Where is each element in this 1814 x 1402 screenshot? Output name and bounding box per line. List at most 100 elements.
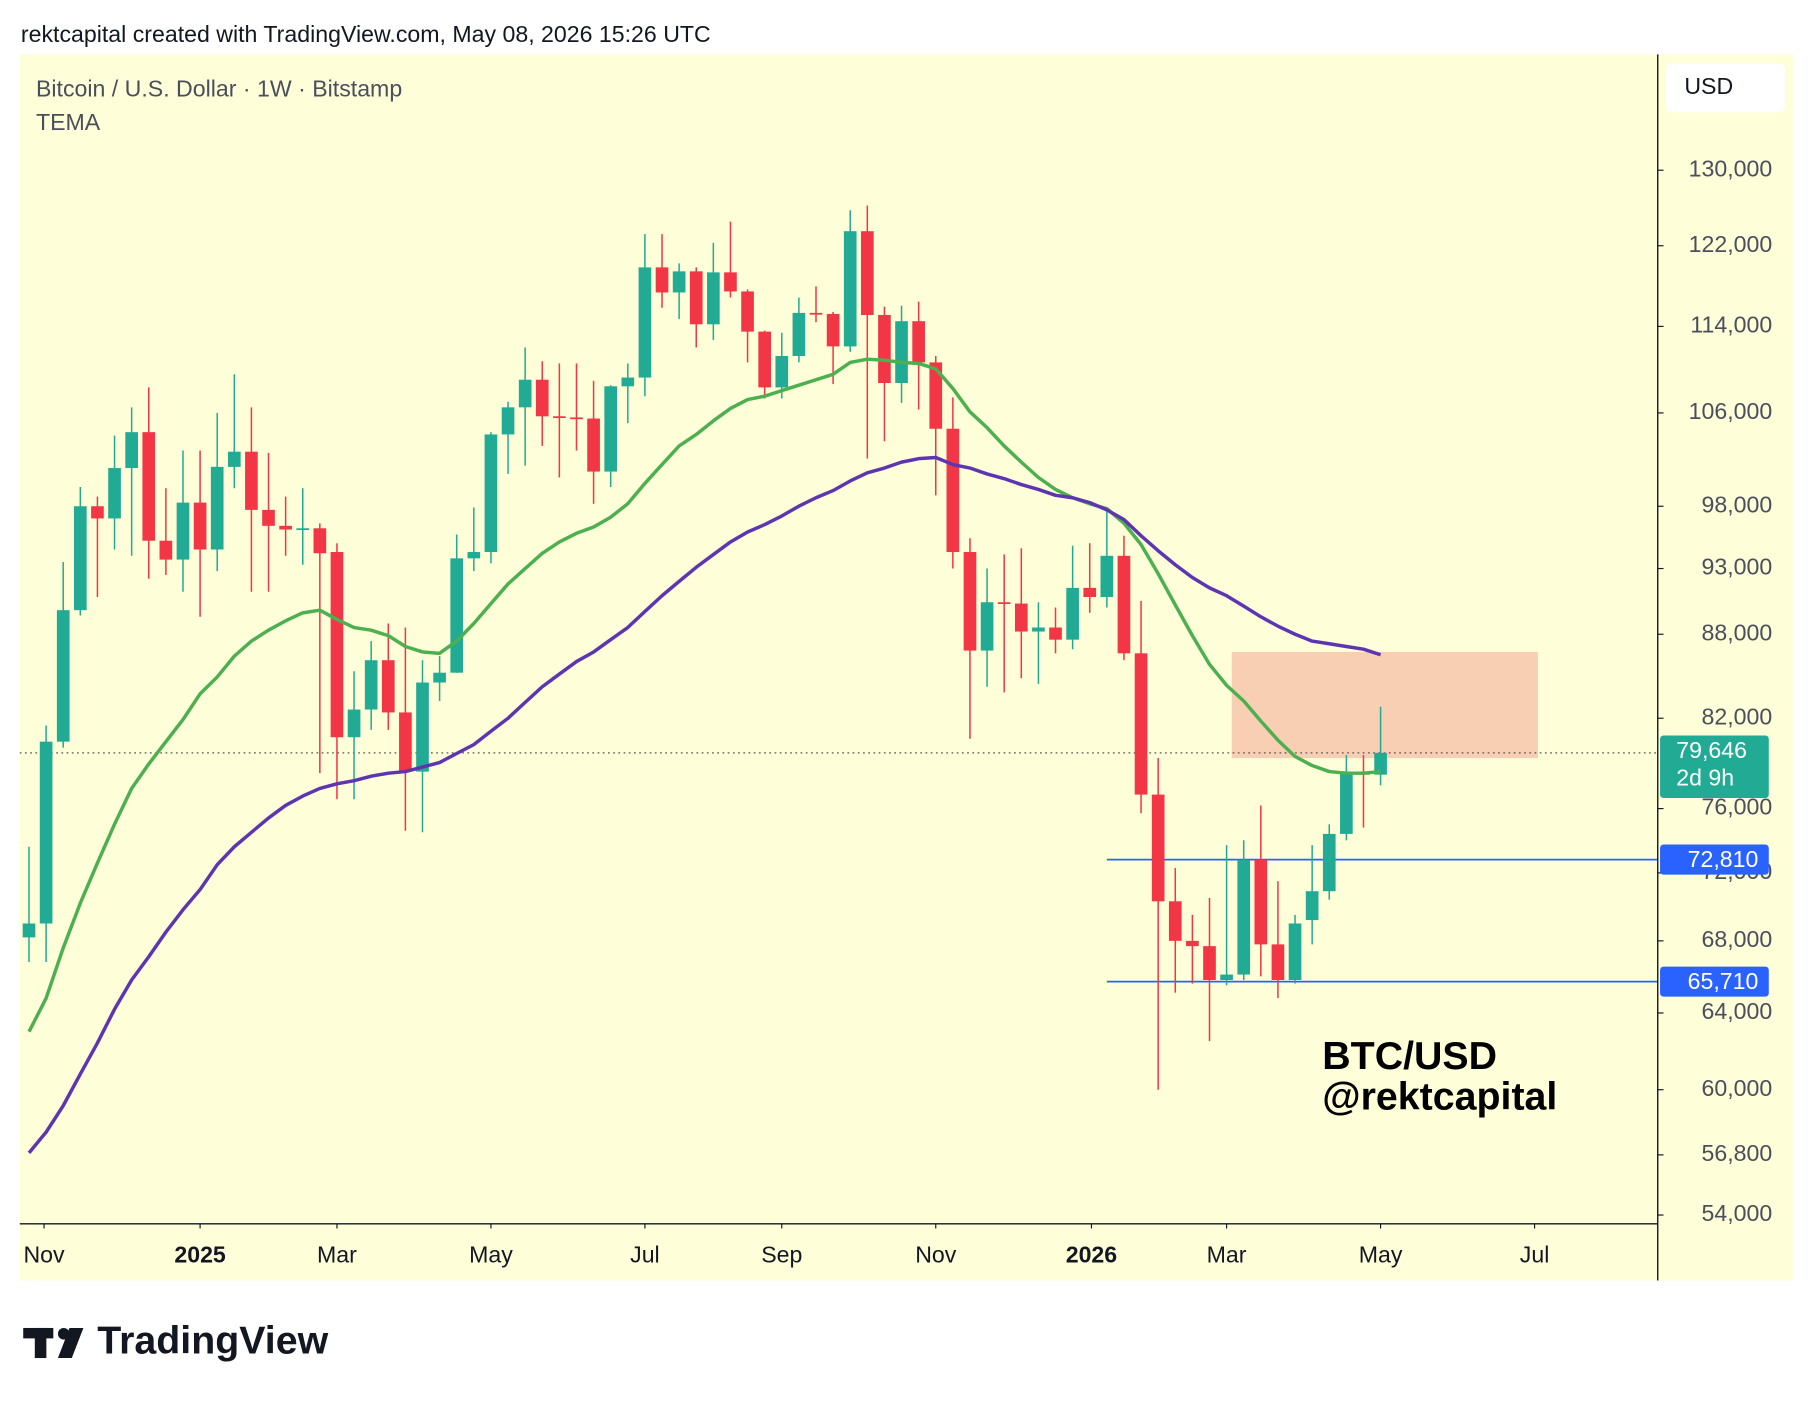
candle-body: [416, 682, 429, 772]
candle-body: [433, 672, 446, 683]
candle-body: [741, 291, 754, 332]
candle-body: [758, 331, 772, 388]
candle-body: [364, 660, 378, 710]
candle-body: [655, 267, 669, 293]
candle-body: [279, 525, 292, 530]
y-tick-label: 98,000: [1702, 491, 1773, 517]
candle-body: [621, 377, 635, 387]
level-label: 65,710: [1688, 968, 1759, 994]
candle-body: [1049, 627, 1062, 640]
indicator-line: [27, 357, 1381, 1033]
candle-body: [262, 509, 275, 526]
candle-body: [689, 271, 703, 325]
candle-body: [587, 418, 600, 472]
y-tick-label: 114,000: [1690, 312, 1772, 338]
candle-body: [381, 660, 395, 713]
y-tick-label: 56,800: [1702, 1140, 1773, 1166]
candle-body: [1134, 653, 1148, 795]
candle-body: [210, 466, 224, 550]
candle-body: [467, 552, 481, 559]
y-tick-label: 122,000: [1689, 231, 1773, 257]
logo-text: TradingView: [97, 1318, 328, 1362]
candle-body: [980, 602, 994, 651]
candle-body: [912, 321, 925, 363]
watermark: @rektcapital: [1322, 1074, 1557, 1118]
candle-body: [1032, 627, 1045, 632]
y-tick-label: 60,000: [1702, 1075, 1773, 1101]
level-label: 72,810: [1688, 846, 1759, 872]
candle-body: [176, 502, 190, 560]
last-price-label: 79,646: [1676, 737, 1747, 763]
candle-body: [313, 528, 327, 554]
y-tick-label: 106,000: [1689, 398, 1773, 424]
candle-body: [724, 272, 737, 292]
level-label-box: [1660, 844, 1769, 875]
x-tick-label: Sep: [761, 1241, 802, 1267]
candle-body: [73, 506, 87, 611]
candle-body: [1322, 833, 1336, 892]
candle-body: [193, 502, 207, 550]
y-tick-label: 54,000: [1702, 1200, 1773, 1226]
plot: Nov 2025 Mar May Jul Sep Nov 2026 Mar May Jul: [19, 205, 1658, 1267]
candle-body: [553, 416, 566, 419]
candle-body: [792, 312, 806, 356]
candle-body: [1220, 974, 1233, 980]
x-tick-label: Mar: [317, 1241, 357, 1267]
x-tick-label: May: [1359, 1241, 1403, 1267]
candle-body: [1288, 923, 1302, 980]
level-label-box: [1660, 966, 1769, 997]
candle-body: [1168, 901, 1182, 941]
candle-body: [330, 552, 344, 738]
last-price-box: [1660, 735, 1769, 798]
y-tick-label: 64,000: [1702, 998, 1773, 1024]
candle-body: [125, 432, 138, 469]
candle-body: [1083, 587, 1097, 597]
candle-body: [1186, 940, 1199, 947]
candle-body: [1340, 773, 1353, 834]
currency-box[interactable]: [1665, 63, 1785, 113]
candle-body: [672, 271, 686, 293]
logo-icon: [23, 1327, 84, 1359]
candle-body: [809, 312, 823, 315]
y-tick-label: 130,000: [1689, 155, 1773, 181]
candle-body: [963, 552, 977, 651]
candle-body: [895, 321, 908, 384]
candle-body: [775, 355, 789, 388]
candle-body: [1254, 859, 1268, 945]
header: rektcapital created with TradingView.com…: [21, 21, 711, 47]
x-tick-label: Jul: [1520, 1241, 1550, 1267]
y-tick-label: 82,000: [1702, 703, 1773, 729]
x-tick-label: Mar: [1207, 1241, 1247, 1267]
candle-body: [535, 379, 549, 417]
candle-body: [245, 451, 258, 510]
watermark: BTC/USD: [1322, 1034, 1497, 1078]
candle-body: [347, 709, 361, 738]
x-tick-label: Nov: [23, 1241, 65, 1267]
candle-body: [1151, 794, 1165, 902]
candle-body: [843, 231, 857, 347]
candle-body: [604, 386, 618, 472]
x-tick-label: 2026: [1066, 1241, 1118, 1267]
candle-body: [997, 602, 1011, 604]
candle-body: [56, 610, 70, 742]
y-tick-label: 88,000: [1702, 619, 1773, 645]
candle-body: [707, 272, 720, 325]
candle-body: [1014, 603, 1028, 632]
candle-body: [929, 362, 943, 429]
candle-body: [518, 379, 532, 408]
candle-body: [501, 407, 515, 435]
candle-body: [108, 468, 121, 519]
candle-body: [1203, 946, 1216, 980]
y-axis: 130,000 122,000 114,000 106,000 98,000 93,000…: [1657, 155, 1773, 1226]
candle-body: [39, 741, 53, 924]
candle-body: [1305, 891, 1319, 921]
candle-body: [1117, 555, 1131, 654]
x-tick-label: Jul: [630, 1241, 660, 1267]
candle-body: [484, 434, 498, 553]
candle-body: [1100, 555, 1114, 597]
x-tick-label: Nov: [915, 1241, 957, 1267]
candle-body: [638, 267, 652, 378]
currency[interactable]: USD: [1684, 73, 1733, 99]
